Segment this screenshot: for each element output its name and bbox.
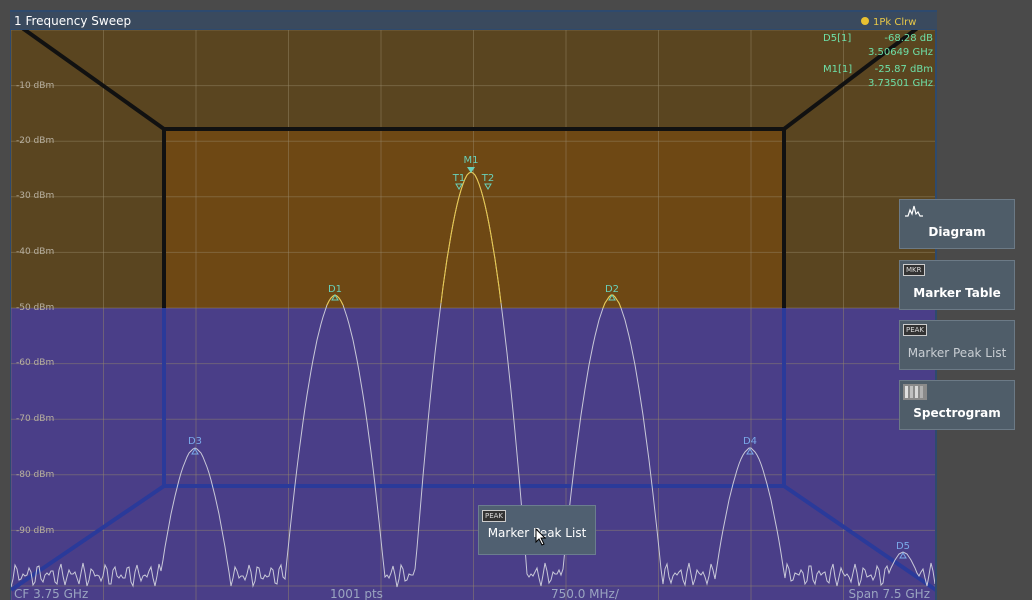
diagram-icon bbox=[905, 205, 923, 217]
marker-m1-icon[interactable] bbox=[467, 167, 475, 173]
readout-name: D5[1] bbox=[823, 33, 851, 44]
y-axis-label: -20 dBm bbox=[16, 136, 54, 146]
footer: CF 3.75 GHz 1001 pts 750.0 MHz/ Span 7.5… bbox=[14, 587, 930, 600]
y-axis-label: -90 dBm bbox=[16, 526, 54, 536]
marker-d2-icon[interactable] bbox=[608, 294, 616, 301]
marker-d4-icon[interactable] bbox=[746, 448, 754, 455]
diagram-button[interactable]: Diagram bbox=[899, 199, 1015, 249]
trace-info: 1Pk Clrw bbox=[873, 17, 916, 28]
readout-freq: 3.50649 GHz bbox=[868, 47, 933, 58]
spectrogram-icon bbox=[903, 384, 927, 400]
y-axis-label: -60 dBm bbox=[16, 358, 54, 368]
center-zone bbox=[164, 129, 784, 308]
mkr-icon: MKR bbox=[903, 264, 925, 276]
marker-peak-list-label: Marker Peak List bbox=[907, 346, 1007, 360]
y-axis-label: -40 dBm bbox=[16, 247, 54, 257]
marker-label-d3: D3 bbox=[188, 436, 202, 447]
y-axis-label: -30 dBm bbox=[16, 191, 54, 201]
marker-table-button[interactable]: MKR Marker Table bbox=[899, 260, 1015, 310]
diagram-label: Diagram bbox=[928, 225, 986, 239]
y-axis-label: -50 dBm bbox=[16, 303, 54, 313]
footer-span: Span 7.5 GHz bbox=[848, 587, 930, 600]
y-axis-label: -80 dBm bbox=[16, 470, 54, 480]
plot-area[interactable] bbox=[11, 14, 936, 600]
dragged-marker-peak-list[interactable]: PEAK Marker Peak List bbox=[478, 505, 596, 555]
window-title: 1 Frequency Sweep bbox=[14, 14, 131, 28]
peak-icon: PEAK bbox=[903, 324, 928, 336]
readout-name: M1[1] bbox=[823, 64, 852, 75]
marker-d1-icon[interactable] bbox=[331, 294, 339, 301]
marker-label-t2: T2 bbox=[481, 173, 494, 184]
marker-label-d4: D4 bbox=[743, 436, 757, 447]
marker-label-m1: M1 bbox=[464, 155, 479, 166]
marker-d5-icon[interactable] bbox=[899, 552, 907, 559]
y-axis-label: -70 dBm bbox=[16, 414, 54, 424]
spectrogram-label: Spectrogram bbox=[913, 406, 1001, 420]
marker-label-d2: D2 bbox=[605, 284, 619, 295]
readout-value: -68.28 dB bbox=[884, 33, 933, 44]
marker-readout: D5[1] -68.28 dB 3.50649 GHz M1[1] -25.87… bbox=[823, 33, 933, 89]
marker-t1-icon[interactable] bbox=[455, 183, 463, 190]
marker-label-d1: D1 bbox=[328, 284, 342, 295]
readout-freq: 3.73501 GHz bbox=[868, 78, 933, 89]
marker-table-label: Marker Table bbox=[913, 286, 1001, 300]
y-axis-label: -10 dBm bbox=[16, 81, 54, 91]
readout-value: -25.87 dBm bbox=[875, 64, 933, 75]
footer-points: 1001 pts bbox=[330, 587, 383, 600]
marker-t2-icon[interactable] bbox=[484, 183, 492, 190]
peak-icon: PEAK bbox=[482, 510, 507, 522]
marker-d3-icon[interactable] bbox=[191, 448, 199, 455]
mouse-cursor-icon bbox=[535, 528, 547, 546]
room-outline bbox=[11, 30, 935, 592]
trace-status-dot-icon bbox=[861, 17, 869, 25]
title-bar bbox=[10, 12, 937, 29]
spectrogram-button[interactable]: Spectrogram bbox=[899, 380, 1015, 430]
marker-label-t1: T1 bbox=[452, 173, 465, 184]
footer-cf: CF 3.75 GHz bbox=[14, 587, 88, 600]
footer-div: 750.0 MHz/ bbox=[551, 587, 620, 600]
marker-label-d5: D5 bbox=[896, 541, 910, 552]
marker-peak-list-button[interactable]: PEAK Marker Peak List bbox=[899, 320, 1015, 370]
